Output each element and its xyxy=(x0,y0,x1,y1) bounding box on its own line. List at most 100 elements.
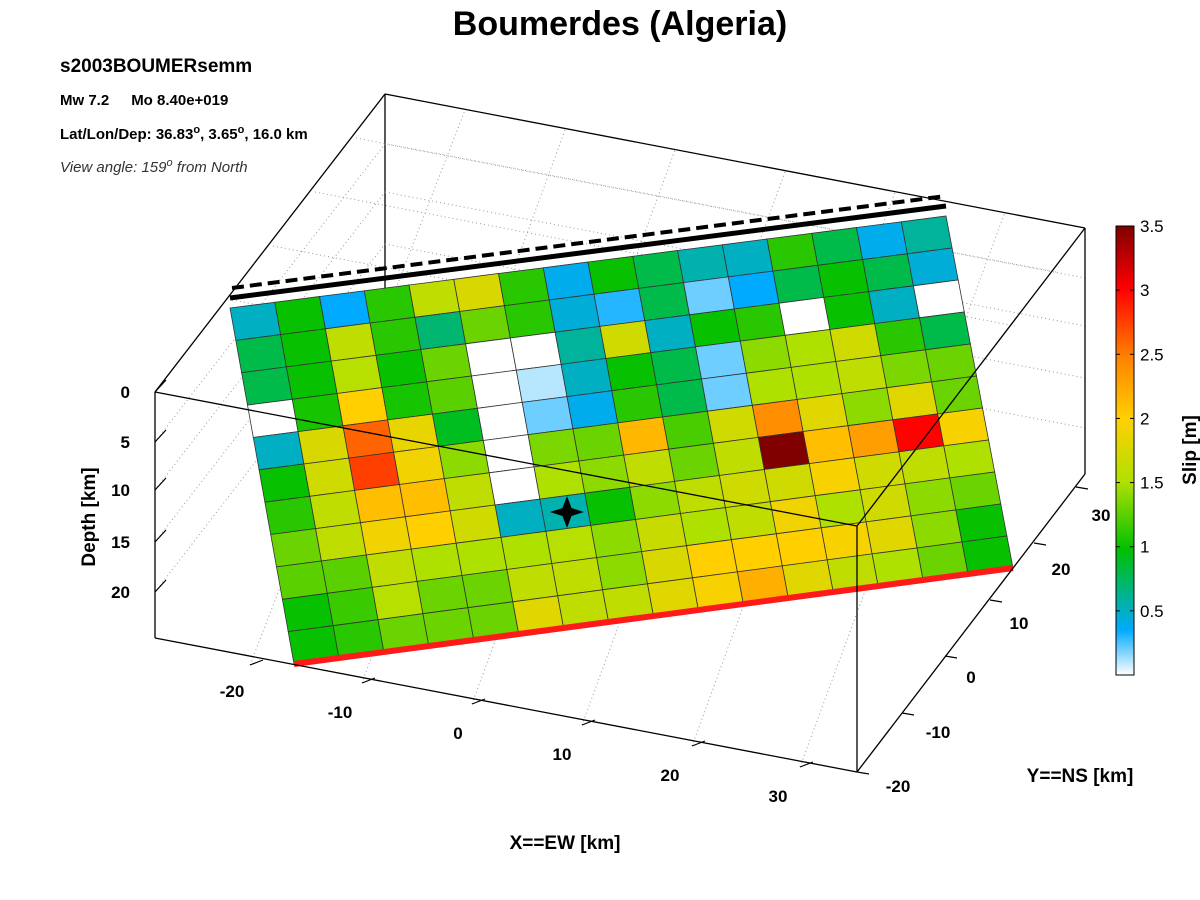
slip-patch xyxy=(449,504,502,544)
slip-patch xyxy=(554,325,607,365)
slip-patch xyxy=(778,296,831,336)
y-tick-label: -10 xyxy=(926,723,951,742)
slip-patch xyxy=(315,522,367,562)
slip-patch xyxy=(455,536,508,576)
slip-patch xyxy=(551,557,604,597)
slip-patch xyxy=(471,369,523,409)
slip-patch xyxy=(285,360,338,400)
slip-patch xyxy=(509,331,562,371)
slip-patch xyxy=(584,486,637,526)
slip-patch xyxy=(281,592,334,633)
y-axis: -20 -10 0 10 20 30 Y==NS [km] xyxy=(856,486,1133,796)
slip-patch xyxy=(533,460,586,500)
view-angle-text: View angle: 159 xyxy=(60,159,167,176)
slip-patch xyxy=(880,349,933,389)
z-axis-label: Depth [km] xyxy=(79,467,100,566)
slip-patch xyxy=(599,320,652,359)
slip-patch xyxy=(811,227,864,266)
colorbar-tick-label: 3 xyxy=(1140,281,1149,300)
slip-patch xyxy=(790,361,843,400)
slip-patch xyxy=(683,276,735,316)
slip-patch xyxy=(270,528,322,568)
fault-bottom-edge xyxy=(293,565,1014,667)
x-axis-label: X==EW [km] xyxy=(510,833,621,854)
slip-patch xyxy=(906,247,959,287)
slip-patch xyxy=(590,519,643,559)
slip-patch xyxy=(348,451,400,491)
mo-value: Mo 8.40e+019 xyxy=(131,92,229,109)
z-axis: 0 5 10 15 20 Depth [km] xyxy=(79,379,167,602)
slip-patch xyxy=(408,278,461,318)
slip-patch xyxy=(757,431,810,470)
slip-patch xyxy=(437,440,490,480)
slip-patch xyxy=(545,524,598,564)
slip-patch xyxy=(330,354,383,394)
y-tick-label: -20 xyxy=(886,777,911,796)
colorbar-tick-label: 3.5 xyxy=(1140,217,1164,236)
slip-patch xyxy=(342,419,395,459)
slip-patch xyxy=(354,484,406,524)
slip-patch xyxy=(912,279,965,319)
slip-patch xyxy=(459,305,511,345)
slip-patch xyxy=(739,334,792,374)
slip-patch xyxy=(241,366,293,406)
magnitude-line: Mw 7.2 Mo 8.40e+019 xyxy=(60,92,228,109)
slip-patch xyxy=(593,287,646,327)
slip-patch xyxy=(745,366,798,406)
slip-patch xyxy=(943,439,996,479)
slip-patch xyxy=(919,311,971,351)
slip-patch xyxy=(686,539,738,579)
slip-patch xyxy=(381,381,433,421)
slip-patch xyxy=(476,401,529,441)
slip-patch xyxy=(488,466,541,506)
y-tick-label: 20 xyxy=(1052,560,1071,579)
chart-title: Boumerdes (Algeria) xyxy=(453,5,787,43)
slip-patch xyxy=(751,399,804,438)
slip-patch xyxy=(937,407,990,447)
colorbar-tick-label: 1.5 xyxy=(1140,474,1164,493)
slip-patch xyxy=(360,516,412,556)
slip-patch xyxy=(904,477,957,517)
x-tick-label: 0 xyxy=(453,724,462,743)
slip-patch xyxy=(542,261,595,301)
slip-patch xyxy=(680,507,732,547)
slip-patch xyxy=(656,378,708,418)
axes-box-front xyxy=(154,227,1086,773)
x-tick-label: -10 xyxy=(328,703,353,722)
slip-patch xyxy=(369,316,422,356)
z-tick-label: 0 xyxy=(121,383,130,402)
slip-patch xyxy=(494,498,547,538)
slip-patch xyxy=(817,259,870,298)
slip-patch xyxy=(925,343,977,383)
model-name: s2003BOUMERsemm xyxy=(60,56,253,77)
slip-patch xyxy=(674,475,726,514)
slip-patch xyxy=(566,390,619,430)
slip-patch xyxy=(772,264,825,304)
slip-patch xyxy=(426,375,478,415)
slip-patch xyxy=(955,503,1008,543)
slip-patch xyxy=(503,299,556,339)
slip-patch xyxy=(718,469,771,509)
slip-patch xyxy=(319,290,371,330)
slip-patch xyxy=(910,509,963,549)
slip-patch xyxy=(701,372,753,412)
slip-patch xyxy=(432,407,484,447)
slip-patch xyxy=(229,301,282,341)
slip-patch xyxy=(611,384,664,424)
slip-patch xyxy=(644,314,696,354)
slip-patch xyxy=(617,416,670,456)
slip-patch xyxy=(689,308,741,348)
slip-patch xyxy=(638,282,690,322)
slip-patch xyxy=(443,472,496,512)
slip-patch xyxy=(453,273,505,312)
slip-patch xyxy=(727,270,780,310)
slip-patch xyxy=(572,422,625,462)
x-axis: -20 -10 0 10 20 30 X==EW [km] xyxy=(220,659,814,854)
slip-patch xyxy=(766,232,819,272)
lat-value: Lat/Lon/Dep: 36.83 xyxy=(60,126,194,143)
slip-patch xyxy=(868,285,920,325)
slip-patch xyxy=(297,425,350,465)
slip-patch xyxy=(252,431,305,471)
slip-patch xyxy=(414,311,467,350)
z-tick-label: 10 xyxy=(111,481,130,500)
